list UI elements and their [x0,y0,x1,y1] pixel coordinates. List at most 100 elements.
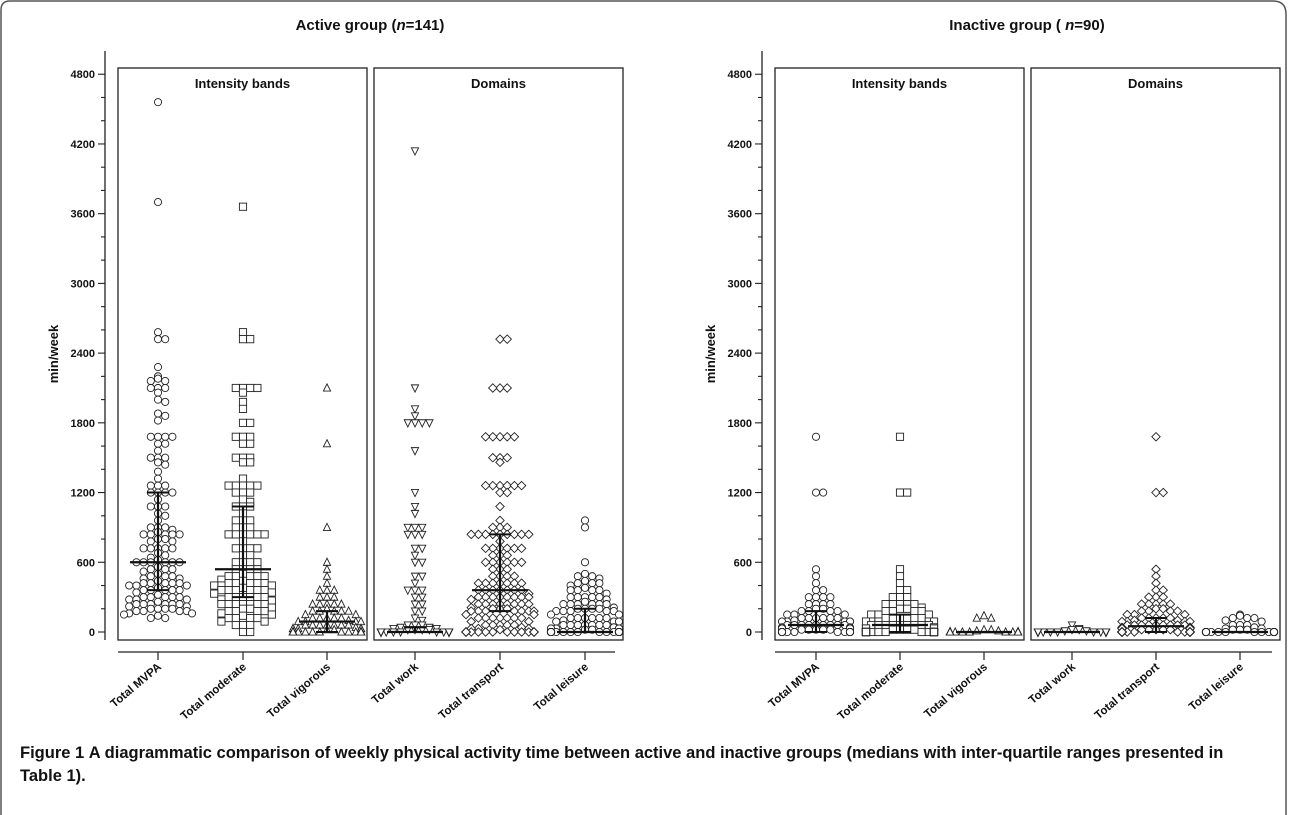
data-point [410,384,420,394]
data-point [403,419,413,428]
data-point [945,626,955,636]
data-point [487,431,498,442]
data-point [168,572,177,581]
y-tick-label: 1200 [71,488,95,500]
y-axis-label: min/week [703,324,718,383]
data-point [246,551,255,560]
data-point [888,593,897,602]
data-point [153,432,163,441]
data-point [238,458,248,467]
data-point [231,488,240,497]
data-point [1158,487,1169,498]
x-tick-label: Total MVPA [767,661,822,710]
data-point [246,418,255,427]
data-point [811,432,821,441]
data-point [417,593,427,603]
data-point [881,614,890,623]
y-tick-label: 2400 [728,348,752,360]
data-point [119,610,129,619]
caption-text: A diagrammatic comparison of weekly phys… [20,744,1224,785]
data-point [410,586,420,596]
data-point [231,530,240,539]
data-point [410,502,420,512]
data-point [410,621,420,631]
data-point [161,397,170,406]
data-point [238,627,248,637]
data-point [410,447,420,456]
data-point [410,600,420,610]
data-point [139,600,148,609]
data-point [1228,614,1237,623]
data-point [260,572,269,581]
chart-title-prefix: Active group ( [296,17,397,34]
data-point [293,626,303,636]
data-point [175,600,184,609]
data-point [246,523,255,532]
data-point [210,581,219,590]
chart-active-group: Active group (n=141) min/week 0 600 1200 1800… [46,17,624,723]
series-total-work [1033,621,1111,638]
data-point [410,551,420,561]
data-point [466,529,477,540]
data-point [972,612,982,622]
data-point [146,432,155,441]
y-tick-label: 0 [89,627,95,639]
data-point [267,610,276,619]
series-total-vigorous [945,610,1023,636]
data-point [509,543,520,554]
data-point [509,480,520,491]
data-point [217,600,226,609]
data-point [1033,628,1043,638]
y-tick-label: 1200 [728,488,752,500]
data-point [790,627,799,637]
data-point [175,593,184,602]
data-point [410,523,420,533]
data-point [502,452,513,463]
data-point [308,626,317,636]
data-point [246,586,255,595]
data-point [614,610,624,619]
data-point [895,565,905,574]
data-point [595,586,604,595]
data-point [238,432,248,441]
data-point [238,202,248,211]
data-point [588,593,597,602]
data-point [516,557,527,568]
data-point [480,431,491,442]
data-point [410,412,420,421]
data-point [1243,614,1252,623]
data-point [509,431,520,442]
data-point [231,607,240,616]
data-point [231,453,240,462]
data-point [602,614,611,623]
data-point [410,530,420,540]
data-point [267,581,276,590]
data-point [246,614,255,623]
data-point [480,627,491,637]
data-point [168,530,177,539]
data-point [1201,627,1211,637]
data-point [566,600,575,609]
data-point [580,523,590,532]
data-point [480,529,491,540]
chart-title: Inactive group ( n=90) [949,17,1104,34]
data-point [979,610,989,620]
data-point [1129,627,1140,637]
data-point [146,383,155,393]
data-point [161,604,170,613]
data-point [146,453,155,462]
data-point [376,628,386,638]
data-point [1151,603,1161,614]
data-point [881,600,890,609]
data-point [344,626,353,636]
data-point [580,569,590,578]
data-point [267,603,276,612]
data-point [881,627,890,637]
data-point [322,382,332,392]
data-point [187,609,197,618]
data-point [826,614,835,623]
data-point [559,600,568,609]
data-point [417,523,427,533]
